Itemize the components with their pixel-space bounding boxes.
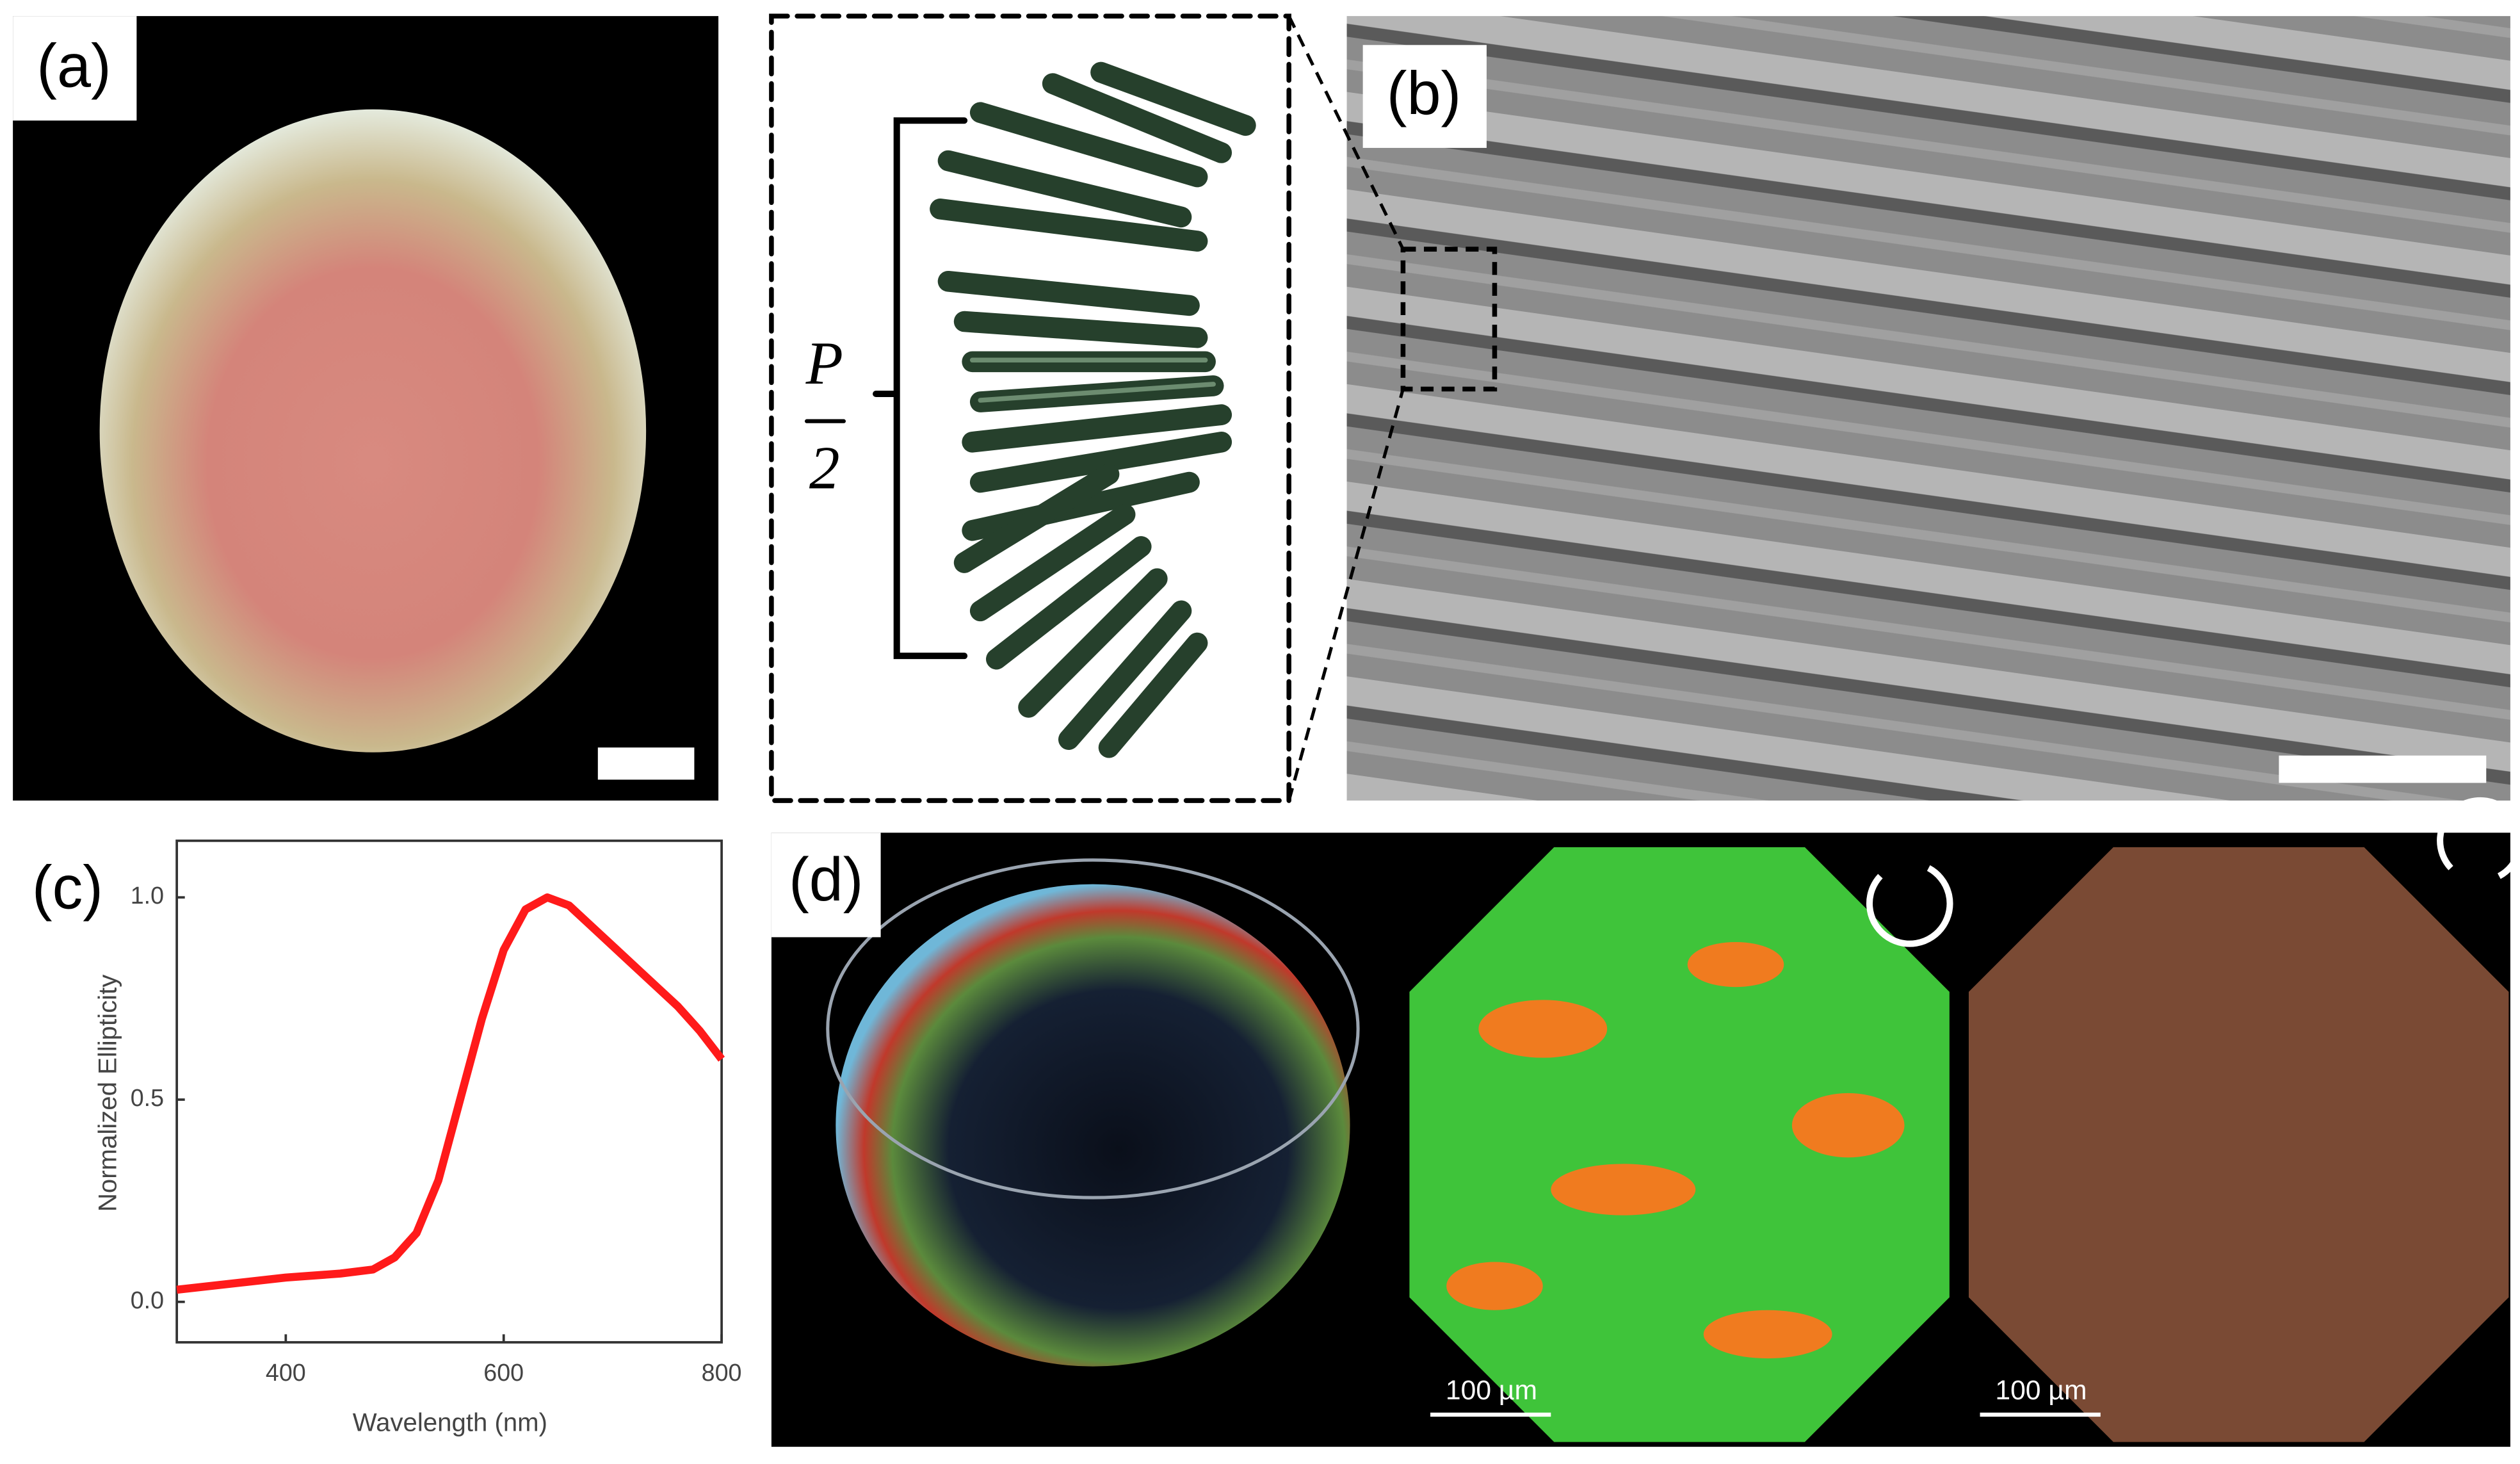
pitch-bracket bbox=[873, 117, 968, 660]
rotation-arrow bbox=[1866, 865, 1953, 947]
y-axis-label: Normalized Ellipticity bbox=[93, 975, 122, 1212]
x-axis-label: Wavelength (nm) bbox=[353, 1408, 547, 1437]
label-box bbox=[13, 16, 137, 121]
y-tick-label: 0.5 bbox=[131, 1084, 164, 1111]
x-tick-label: 800 bbox=[702, 1359, 742, 1386]
panel-label: (c) bbox=[32, 854, 103, 922]
zoom-line bbox=[1287, 15, 1405, 250]
scale-bar-label: 100 µm bbox=[1446, 1375, 1537, 1406]
x-tick-label: 400 bbox=[266, 1359, 306, 1386]
pitch-numerator: P bbox=[805, 329, 843, 397]
panel-a: (a) bbox=[13, 16, 719, 801]
pitch-denominator: 2 bbox=[809, 434, 840, 501]
label-box bbox=[771, 833, 881, 938]
panel-c: (c) Normalized Ellipticity Wavelength (n… bbox=[32, 839, 742, 1437]
petri-dish bbox=[836, 884, 1350, 1367]
zoom-box bbox=[1400, 247, 1498, 392]
panel-label: (a) bbox=[36, 33, 111, 101]
panel-label: (b) bbox=[1387, 60, 1462, 127]
scale-bar-label: 100 µm bbox=[1995, 1375, 2087, 1406]
micrograph-right bbox=[1968, 847, 2509, 1442]
film-photo bbox=[99, 109, 647, 752]
data-line bbox=[176, 893, 725, 1294]
y-tick-label: 0.0 bbox=[131, 1287, 164, 1314]
label-box bbox=[1362, 45, 1487, 148]
dish-rim bbox=[826, 858, 1360, 1200]
panel-label: (d) bbox=[789, 846, 864, 914]
scale-bar bbox=[2279, 755, 2487, 783]
orange-domains bbox=[1446, 941, 1905, 1359]
micrograph-left bbox=[1409, 847, 1950, 1442]
panel-b: (b) bbox=[1287, 15, 2510, 801]
panel-d: (d) 100 µm 100 µm bbox=[771, 797, 2520, 1447]
y-tick-label: 1.0 bbox=[131, 882, 164, 909]
x-tick-label: 600 bbox=[483, 1359, 524, 1386]
schematic: P 2 bbox=[769, 13, 1291, 803]
sem-image bbox=[1346, 16, 2510, 801]
rod-highlights bbox=[969, 357, 1216, 403]
scale-bar bbox=[597, 747, 695, 780]
zoom-line bbox=[1287, 388, 1405, 801]
plot-frame bbox=[175, 839, 723, 1344]
rotation-arrow bbox=[2437, 797, 2520, 879]
